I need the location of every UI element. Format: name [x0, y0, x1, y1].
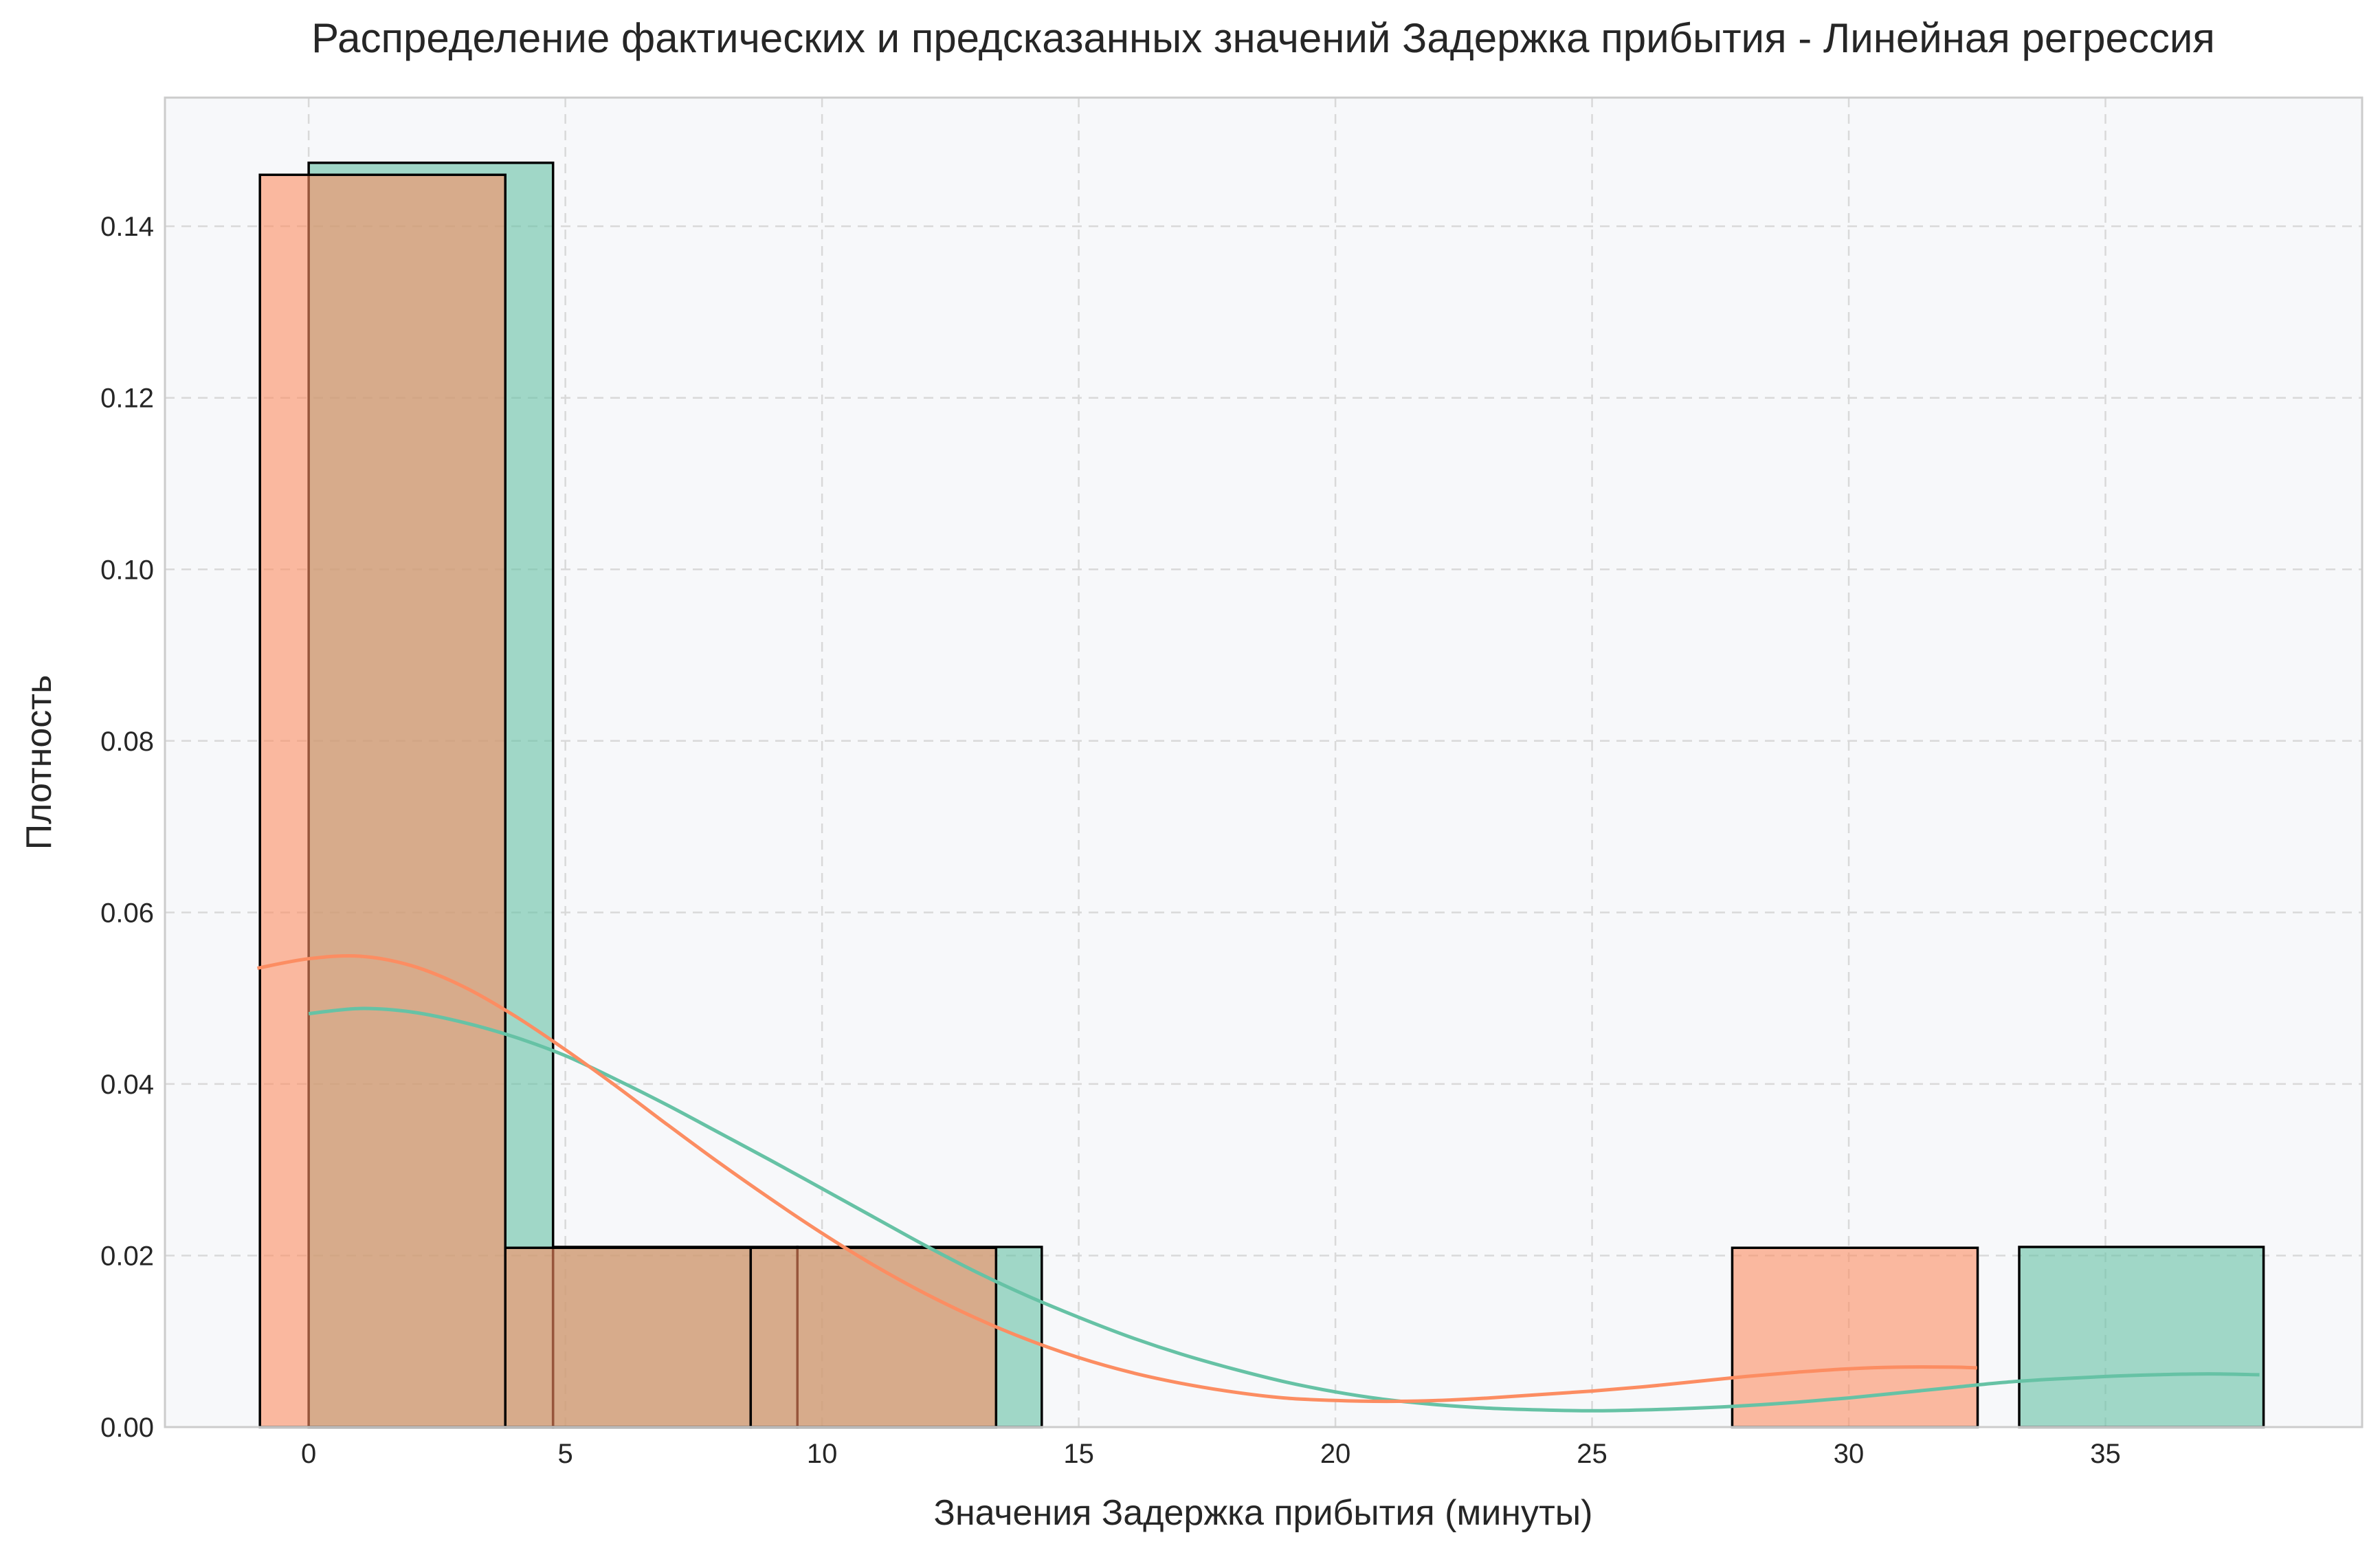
- y-axis-label: Плотность: [19, 675, 59, 850]
- y-tick-label: 0.00: [100, 1413, 154, 1443]
- x-axis-label: Значения Задержка прибытия (минуты): [934, 1493, 1593, 1533]
- y-tick-label: 0.14: [100, 212, 154, 242]
- y-axis-ticks: 0.00 0.02 0.04 0.06 0.08 0.10 0.12 0.14: [100, 212, 154, 1443]
- predicted-bar: [749, 1246, 998, 1428]
- y-tick-label: 0.06: [100, 898, 154, 928]
- y-tick-label: 0.02: [100, 1241, 154, 1271]
- y-tick-label: 0.08: [100, 727, 154, 757]
- y-tick-label: 0.10: [100, 555, 154, 585]
- y-tick-label: 0.04: [100, 1070, 154, 1100]
- actual-bar: [2018, 1246, 2265, 1428]
- y-tick-label: 0.12: [100, 384, 154, 414]
- x-tick-label: 30: [1834, 1439, 1865, 1469]
- x-tick-label: 20: [1320, 1439, 1351, 1469]
- predicted-bar: [258, 173, 507, 1428]
- x-tick-label: 25: [1577, 1439, 1608, 1469]
- actual-kde-line: [308, 1006, 2260, 1413]
- x-tick-label: 15: [1063, 1439, 1094, 1469]
- predicted-bars: [258, 173, 1979, 1428]
- x-tick-label: 0: [301, 1439, 316, 1469]
- chart-title: Распределение фактических и предсказанны…: [311, 15, 2215, 61]
- predicted-bar: [504, 1246, 753, 1428]
- predicted-kde-line: [257, 953, 1977, 1404]
- x-tick-label: 5: [558, 1439, 573, 1469]
- x-tick-label: 35: [2090, 1439, 2121, 1469]
- predicted-bar: [1731, 1246, 1979, 1428]
- kde-layer: [257, 953, 2260, 1413]
- x-tick-label: 10: [807, 1439, 838, 1469]
- plot-frame: [164, 96, 2364, 1428]
- x-axis-ticks: 0 5 10 15 20 25 30 35: [301, 1439, 2121, 1469]
